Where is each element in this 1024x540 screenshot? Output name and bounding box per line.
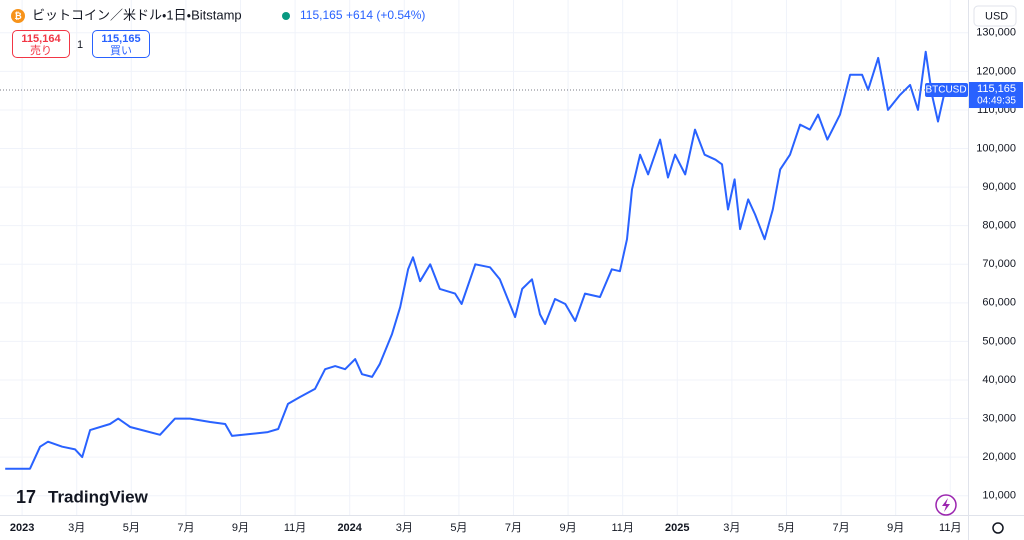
x-tick-label: 9月 xyxy=(887,522,904,534)
y-tick-label: 90,000 xyxy=(982,181,1016,193)
x-tick-label: 3月 xyxy=(68,522,85,534)
x-tick-label: 7月 xyxy=(505,522,522,534)
y-tick-label: 60,000 xyxy=(982,297,1016,309)
x-tick-label: 2025 xyxy=(665,522,689,534)
x-tick-label: 3月 xyxy=(723,522,740,534)
x-tick-label: 11月 xyxy=(939,522,961,534)
x-tick-label: 5月 xyxy=(778,522,795,534)
market-status xyxy=(282,12,290,20)
y-tick-label: 80,000 xyxy=(982,220,1016,232)
y-tick-label: 100,000 xyxy=(976,142,1016,154)
price-tag xyxy=(969,82,1023,109)
buy-label: 買い xyxy=(110,45,132,57)
sell-button[interactable]: 115,164 売り xyxy=(12,30,70,58)
last-price: 115,165 xyxy=(300,8,343,22)
logo-text: TradingView xyxy=(48,487,149,506)
x-tick-label: 11月 xyxy=(611,522,633,534)
x-tick-label: 9月 xyxy=(560,522,577,534)
logo-mark: 17 xyxy=(16,487,36,507)
y-tick-label: 120,000 xyxy=(976,65,1016,77)
price-tag-countdown: 04:49:35 xyxy=(977,96,1016,107)
y-tick-label: 40,000 xyxy=(982,374,1016,386)
x-tick-label: 11月 xyxy=(284,522,306,534)
symbol-tag-text: BTCUSD xyxy=(925,85,966,96)
x-tick-label: 5月 xyxy=(450,522,467,534)
logo: 17 TradingView xyxy=(16,487,149,507)
x-tick-label: 2023 xyxy=(10,522,34,534)
x-tick-label: 5月 xyxy=(123,522,140,534)
settings-button[interactable] xyxy=(992,522,1004,534)
x-tick-label: 9月 xyxy=(232,522,249,534)
sell-label: 売り xyxy=(30,45,52,57)
btc-icon-glyph: ₿ xyxy=(14,11,21,21)
y-tick-label: 10,000 xyxy=(982,490,1016,502)
currency-button[interactable] xyxy=(973,5,1017,27)
btc-icon xyxy=(11,9,25,23)
sell-price: 115,164 xyxy=(21,33,61,45)
x-tick-label: 3月 xyxy=(396,522,413,534)
symbol-title: ビットコイン／米ドル・1日・Bitstamp xyxy=(32,7,242,22)
price-change: +614 (+0.54%) xyxy=(346,8,425,22)
x-tick-label: 7月 xyxy=(177,522,194,534)
price-tag-price: 115,165 xyxy=(977,83,1016,95)
buy-button[interactable]: 115,165 買い xyxy=(92,30,150,58)
y-tick-label: 30,000 xyxy=(982,412,1016,424)
x-tick-label: 2024 xyxy=(337,522,362,534)
y-tick-label: 70,000 xyxy=(982,258,1016,270)
price-line xyxy=(5,50,947,470)
quantity: 1 xyxy=(77,39,83,51)
symbol-tag xyxy=(925,83,968,98)
y-tick-label: 130,000 xyxy=(976,27,1016,39)
x-tick-label: 7月 xyxy=(833,522,850,534)
alert-icon xyxy=(942,498,950,512)
buy-price: 115,165 xyxy=(101,33,141,45)
currency[interactable]: USD xyxy=(985,10,1008,22)
y-tick-label: 20,000 xyxy=(982,451,1016,463)
y-tick-label: 50,000 xyxy=(982,335,1016,347)
